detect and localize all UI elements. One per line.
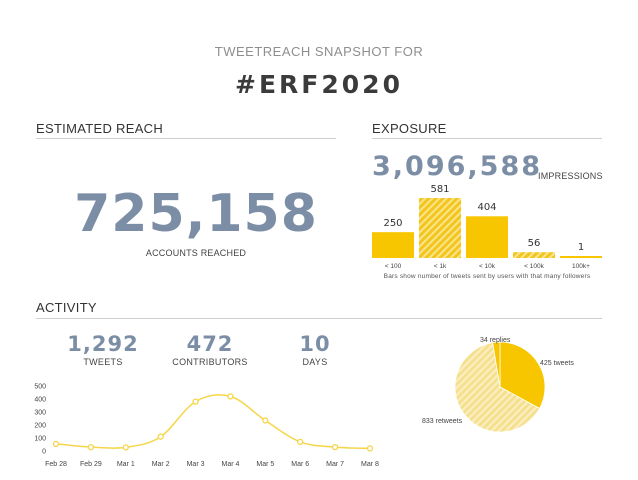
activity-point	[331, 443, 339, 451]
exposure-bar-value: 56	[527, 238, 541, 250]
exposure-footnote: Bars show number of tweets sent by users…	[383, 273, 591, 280]
tweets-count: 1,292	[67, 332, 139, 356]
activity-rule	[36, 318, 602, 319]
impressions-label: IMPRESSIONS	[538, 171, 603, 181]
line-x-tick: Mar 4	[221, 461, 239, 468]
activity-point	[366, 445, 374, 452]
activity-title: ACTIVITY	[36, 300, 97, 315]
line-y-tick: 500	[34, 384, 46, 391]
activity-point	[227, 393, 234, 400]
exposure-bar-value: 1	[577, 242, 585, 253]
activity-point	[87, 443, 95, 451]
exposure-bar-value: 250	[383, 218, 403, 230]
pie-slice-label: 425 tweets	[540, 360, 574, 367]
days-label: DAYS	[302, 357, 328, 367]
activity-line	[55, 394, 371, 450]
activity-point	[262, 417, 269, 424]
activity-line-chart: 0 100 200 300 400 500 Feb 28 Feb 29 Mar 1 Mar 2 Ma…	[34, 384, 379, 469]
exposure-title: EXPOSURE	[372, 121, 447, 136]
line-x-tick: Feb 28	[45, 461, 67, 468]
estimated-reach-title: ESTIMATED REACH	[36, 121, 164, 136]
line-y-tick: 300	[34, 410, 46, 417]
line-y-tick: 100	[34, 436, 46, 443]
line-x-tick: Mar 6	[291, 461, 309, 468]
exposure-bar-value: 581	[430, 184, 450, 195]
exposure-bar	[513, 252, 555, 258]
pie-slice	[454, 342, 541, 433]
exposure-bar-category: 100k+	[572, 263, 590, 270]
impressions-value: 3,096,588	[372, 151, 543, 182]
exposure-bar-category: < 100k	[524, 263, 544, 270]
estimated-reach-rule	[36, 138, 336, 139]
pie-slice	[499, 341, 546, 409]
activity-point	[122, 444, 129, 451]
line-x-tick: Mar 5	[256, 461, 274, 468]
exposure-bar	[560, 256, 602, 258]
line-x-tick: Mar 2	[152, 461, 170, 468]
line-x-tick: Mar 8	[361, 461, 379, 468]
hashtag-title: #ERF2020	[235, 70, 403, 99]
line-x-tick: Feb 29	[80, 461, 102, 468]
days-count: 10	[299, 332, 331, 356]
exposure-bar	[419, 198, 461, 258]
line-x-tick: Mar 1	[117, 461, 135, 468]
activity-point	[192, 398, 199, 405]
line-x-tick: Mar 3	[187, 461, 205, 468]
pie-slice-label: 833 retweets	[422, 418, 463, 425]
contributors-label: CONTRIBUTORS	[172, 357, 248, 367]
exposure-rule	[372, 138, 602, 139]
line-y-tick: 200	[34, 423, 46, 430]
activity-point	[52, 440, 60, 447]
activity-point	[297, 438, 304, 446]
tweet-type-pie-chart: 425 tweets 833 retweets 34 replies	[422, 337, 574, 433]
exposure-bar	[372, 232, 414, 258]
line-y-tick: 400	[34, 397, 46, 404]
activity-point	[157, 433, 164, 440]
pie-slice-label: 34 replies	[480, 337, 511, 344]
pie-slice	[492, 341, 501, 388]
accounts-reached-value: 725,158	[74, 184, 318, 244]
accounts-reached-caption: ACCOUNTS REACHED	[145, 248, 247, 258]
line-y-tick: 0	[42, 449, 46, 456]
exposure-bar-category: < 100	[384, 263, 402, 270]
tweets-label: TWEETS	[83, 357, 123, 367]
line-x-tick: Mar 7	[326, 461, 344, 468]
exposure-bar-value: 404	[477, 202, 497, 214]
exposure-bar-category: < 10k	[478, 263, 496, 270]
snapshot-subtitle: TWEETREACH SNAPSHOT FOR	[214, 44, 424, 59]
exposure-bar-category: < 1k	[433, 263, 447, 270]
exposure-bar	[466, 216, 508, 258]
contributors-count: 472	[186, 332, 234, 356]
